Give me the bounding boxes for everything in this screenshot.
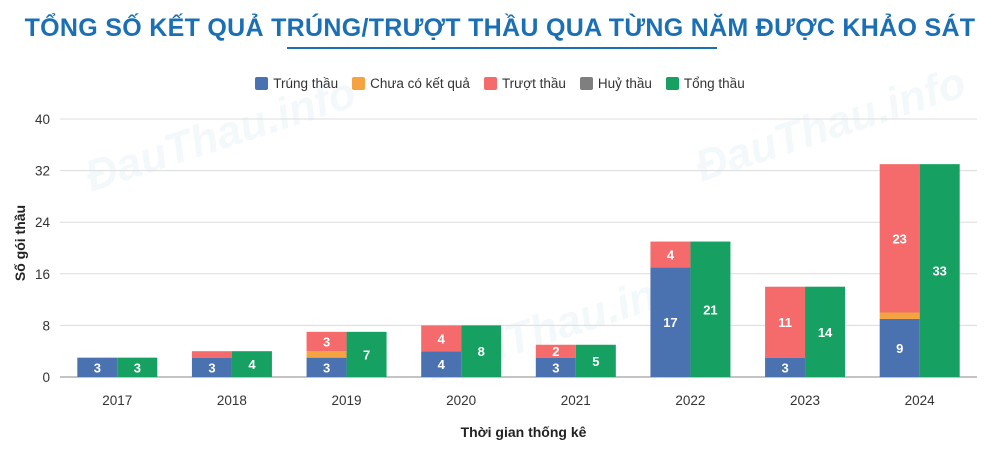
chart-title: TỔNG SỐ KẾT QUẢ TRÚNG/TRƯỢT THẦU QUA TỪN… bbox=[24, 14, 976, 42]
legend-label: Chưa có kết quả bbox=[370, 76, 470, 91]
legend-label: Trượt thầu bbox=[501, 76, 566, 91]
data-label: 4 bbox=[438, 357, 446, 372]
data-label: 17 bbox=[663, 315, 677, 330]
bar-segment bbox=[77, 357, 118, 377]
bar-segment bbox=[879, 164, 920, 313]
x-tick-label: 2018 bbox=[217, 393, 247, 408]
data-label: 3 bbox=[781, 360, 788, 375]
x-tick-label: 2017 bbox=[102, 393, 132, 408]
bar-segment bbox=[191, 357, 232, 377]
y-tick-label: 8 bbox=[42, 318, 50, 333]
data-label: 14 bbox=[818, 325, 833, 340]
data-label: 7 bbox=[363, 347, 370, 362]
data-label: 4 bbox=[438, 331, 446, 346]
bar-segment bbox=[879, 312, 920, 319]
bar-segment bbox=[535, 357, 576, 377]
data-label: 4 bbox=[667, 247, 675, 262]
bar-segment bbox=[879, 318, 920, 377]
legend-label: Tổng thầu bbox=[683, 76, 745, 91]
legend-item-huy-thau[interactable]: Huỷ thầu bbox=[579, 76, 652, 91]
data-label: 3 bbox=[323, 335, 330, 350]
bar-segment bbox=[306, 351, 347, 358]
data-label: 3 bbox=[134, 360, 141, 375]
data-label: 9 bbox=[896, 341, 903, 356]
data-label: 3 bbox=[552, 360, 559, 375]
bar-segment bbox=[765, 286, 806, 358]
x-tick-label: 2020 bbox=[446, 393, 476, 408]
bar-segment bbox=[421, 325, 462, 352]
bar-total bbox=[231, 351, 272, 377]
bar-total bbox=[346, 331, 387, 377]
legend-item-chua-co-ket-qua[interactable]: Chưa có kết quả bbox=[352, 76, 470, 91]
data-label: 3 bbox=[323, 360, 330, 375]
bar-segment bbox=[535, 344, 576, 358]
legend-item-tong-thau[interactable]: Tổng thầu bbox=[665, 76, 745, 91]
legend-swatch bbox=[255, 77, 269, 90]
bar-segment bbox=[650, 267, 691, 377]
data-label: 23 bbox=[892, 231, 906, 246]
x-tick-label: 2022 bbox=[675, 393, 705, 408]
bar-total bbox=[805, 286, 846, 377]
bar-total bbox=[575, 344, 616, 377]
data-label: 33 bbox=[932, 264, 946, 279]
legend-item-truot-thau[interactable]: Trượt thầu bbox=[483, 76, 566, 91]
x-tick-label: 2021 bbox=[561, 393, 591, 408]
legend-item-trung-thau[interactable]: Trúng thầu bbox=[255, 76, 338, 91]
y-tick-label: 0 bbox=[42, 370, 50, 385]
x-axis-label: Thời gian thống kê bbox=[460, 424, 587, 440]
legend-label: Huỷ thầu bbox=[597, 76, 652, 91]
data-label: 2 bbox=[552, 344, 559, 359]
legend-label: Trúng thầu bbox=[273, 76, 339, 91]
data-label: 3 bbox=[208, 360, 215, 375]
x-tick-label: 2019 bbox=[332, 393, 362, 408]
y-tick-label: 24 bbox=[35, 215, 51, 230]
legend-swatch bbox=[665, 77, 679, 90]
data-label: 5 bbox=[592, 354, 599, 369]
legend-swatch bbox=[352, 77, 366, 90]
title-underline bbox=[287, 47, 717, 49]
y-axis-label: Số gói thầu bbox=[12, 204, 28, 282]
x-tick-label: 2023 bbox=[790, 393, 820, 408]
data-label: 21 bbox=[703, 302, 717, 317]
data-label: 8 bbox=[478, 344, 485, 359]
y-tick-label: 40 bbox=[35, 112, 50, 127]
bar-total bbox=[117, 357, 158, 377]
bar-segment bbox=[421, 351, 462, 377]
y-tick-label: 32 bbox=[35, 164, 50, 179]
bar-segment bbox=[650, 241, 691, 268]
data-label: 4 bbox=[248, 357, 256, 372]
legend: Trúng thầu Chưa có kết quả Trượt thầu Hu… bbox=[0, 76, 1000, 91]
x-tick-label: 2024 bbox=[905, 393, 936, 408]
data-label: 3 bbox=[94, 360, 101, 375]
bar-segment bbox=[306, 357, 347, 377]
bar-segment bbox=[306, 331, 347, 352]
bar-total bbox=[461, 325, 502, 377]
data-label: 11 bbox=[778, 315, 792, 330]
legend-swatch bbox=[579, 77, 593, 90]
bar-total bbox=[919, 164, 960, 377]
bar-segment bbox=[191, 351, 232, 358]
bar-total bbox=[690, 241, 731, 377]
y-tick-label: 16 bbox=[35, 267, 50, 282]
bar-segment bbox=[765, 357, 806, 377]
legend-swatch bbox=[483, 77, 497, 90]
